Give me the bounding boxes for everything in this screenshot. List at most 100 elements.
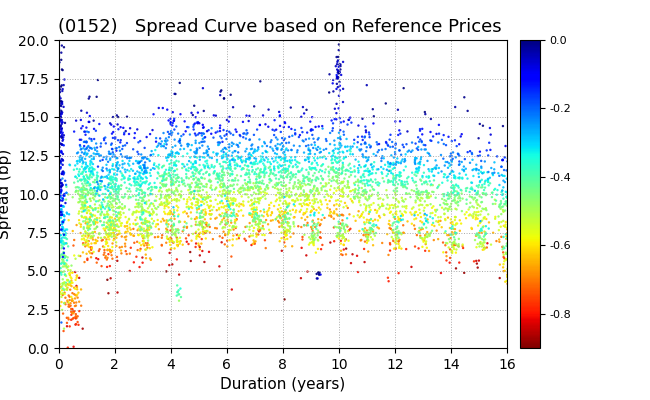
Point: [75, 176, 86, 183]
Point: [77, 169, 88, 175]
Point: [170, 162, 180, 168]
Point: [68, 228, 78, 234]
Point: [257, 143, 268, 150]
Point: [389, 214, 400, 220]
Point: [60, 272, 70, 278]
Point: [422, 194, 432, 200]
Point: [192, 120, 203, 126]
Point: [254, 136, 265, 143]
Point: [205, 202, 216, 209]
Point: [164, 131, 174, 137]
Point: [163, 154, 174, 160]
Point: [385, 205, 395, 211]
Point: [174, 192, 184, 198]
Point: [57, 218, 68, 225]
Point: [104, 227, 114, 234]
Point: [203, 195, 213, 201]
Point: [453, 190, 463, 196]
Point: [58, 142, 68, 148]
Point: [469, 196, 479, 202]
Point: [73, 290, 84, 296]
Point: [240, 238, 251, 244]
Point: [194, 169, 204, 176]
Point: [93, 184, 103, 191]
Point: [280, 212, 291, 218]
Point: [324, 168, 334, 175]
Point: [467, 186, 477, 192]
Point: [58, 234, 68, 240]
Point: [416, 214, 426, 220]
Point: [307, 127, 318, 133]
Point: [247, 222, 257, 229]
Point: [457, 208, 467, 214]
Point: [447, 223, 458, 230]
Point: [302, 196, 312, 203]
Point: [125, 231, 136, 238]
Point: [223, 184, 233, 190]
Point: [81, 191, 91, 197]
Point: [105, 214, 116, 220]
Point: [55, 114, 66, 121]
Point: [275, 154, 285, 160]
Point: [150, 205, 161, 211]
Point: [164, 187, 174, 193]
Point: [485, 180, 495, 186]
Point: [448, 221, 458, 228]
Point: [112, 159, 123, 166]
Point: [252, 199, 262, 205]
Point: [198, 207, 208, 214]
Point: [283, 172, 293, 178]
Point: [114, 228, 124, 234]
Point: [202, 199, 212, 206]
Point: [494, 239, 504, 245]
Point: [203, 152, 213, 158]
Point: [105, 226, 115, 232]
Point: [476, 177, 487, 183]
Point: [487, 190, 497, 196]
Point: [194, 170, 205, 177]
Point: [217, 168, 228, 174]
Point: [451, 200, 462, 206]
Point: [350, 182, 360, 188]
Point: [240, 224, 251, 230]
Point: [64, 323, 75, 330]
Point: [343, 193, 354, 199]
Point: [505, 214, 515, 221]
Point: [92, 178, 103, 184]
Point: [336, 142, 346, 149]
Point: [190, 184, 201, 190]
Point: [281, 219, 291, 225]
Point: [392, 155, 402, 162]
Point: [370, 232, 380, 239]
Point: [269, 165, 280, 172]
Point: [221, 159, 231, 166]
Point: [128, 193, 138, 199]
Point: [109, 225, 120, 231]
Point: [514, 217, 525, 224]
Point: [199, 194, 209, 200]
Point: [225, 212, 235, 219]
Point: [277, 193, 287, 199]
Point: [303, 192, 313, 199]
Point: [89, 217, 99, 224]
Point: [54, 128, 64, 134]
Point: [335, 240, 346, 247]
Point: [369, 163, 379, 170]
Point: [257, 194, 268, 200]
Point: [419, 208, 429, 214]
Point: [361, 162, 371, 168]
Point: [213, 173, 224, 180]
Point: [282, 190, 293, 196]
Point: [172, 186, 182, 193]
Point: [58, 82, 69, 88]
Point: [77, 204, 87, 211]
Point: [499, 201, 510, 207]
Point: [225, 202, 235, 209]
Point: [93, 181, 103, 188]
Point: [466, 225, 476, 231]
Point: [499, 173, 510, 179]
Point: [263, 213, 273, 219]
Point: [345, 196, 356, 202]
Point: [106, 230, 116, 237]
Point: [399, 183, 410, 189]
